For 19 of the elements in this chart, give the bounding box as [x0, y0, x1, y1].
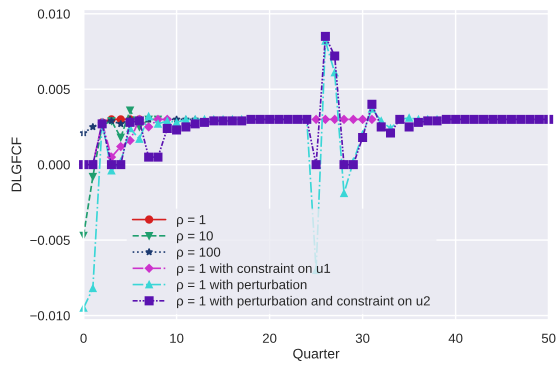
- y-tick-label: 0.005: [38, 84, 70, 94]
- y-axis-title: DLGFCF: [12, 137, 22, 192]
- legend-label: ρ = 1 with perturbation: [177, 280, 306, 292]
- x-tick-label: 30: [356, 334, 370, 343]
- x-axis-title: Quarter: [293, 348, 340, 362]
- legend-label: ρ = 10: [177, 231, 213, 244]
- x-tick-label: 20: [262, 334, 276, 343]
- y-tick-label: −0.005: [30, 236, 70, 245]
- legend-label: ρ = 1: [177, 215, 206, 227]
- legend-label: ρ = 100: [177, 247, 220, 260]
- x-tick-label: 10: [170, 334, 184, 343]
- x-tick-label: 50: [542, 334, 556, 343]
- x-tick-label: 0: [80, 334, 87, 343]
- x-tick-label: 40: [448, 334, 462, 343]
- y-tick-label: 0.010: [38, 9, 70, 19]
- legend-label: ρ = 1 with perturbation and constraint on u2: [177, 296, 430, 308]
- legend-label: ρ = 1 with constraint on u1: [177, 263, 330, 276]
- y-tick-label: −0.010: [30, 311, 70, 320]
- y-tick-label: 0.000: [38, 160, 70, 170]
